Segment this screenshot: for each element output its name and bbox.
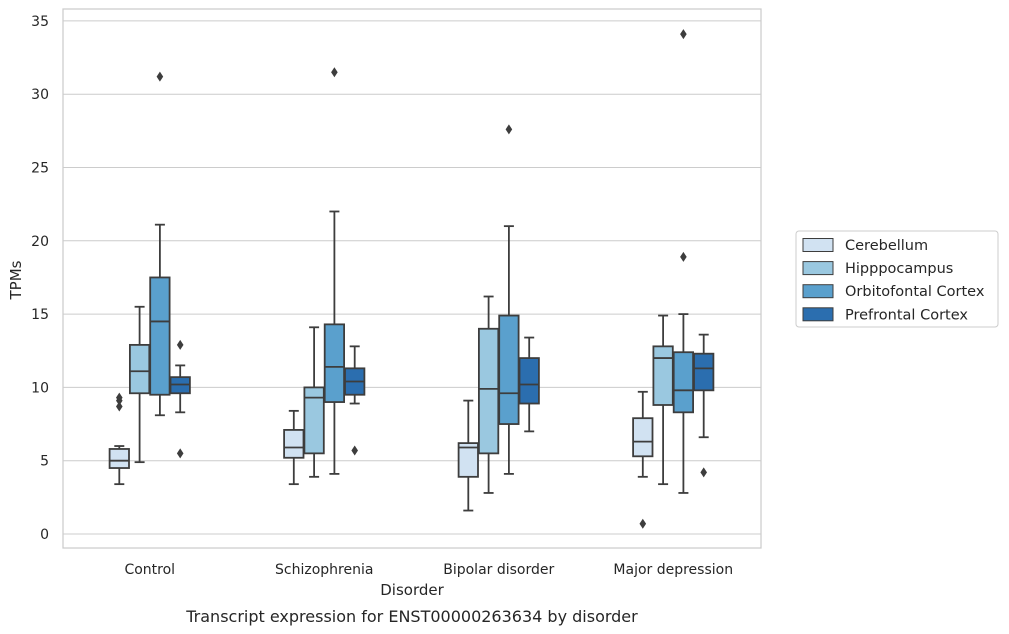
box-prefrontal-cortex bbox=[693, 333, 715, 478]
box-iqr bbox=[323, 323, 346, 403]
box-cerebellum bbox=[457, 399, 479, 512]
outlier-point bbox=[156, 71, 164, 82]
box-hipppocampus bbox=[303, 326, 325, 478]
y-tick-label: 35 bbox=[31, 14, 49, 30]
y-tick-label: 25 bbox=[31, 161, 49, 177]
box-orbitofontal-cortex bbox=[149, 71, 171, 417]
outlier-point bbox=[176, 339, 184, 350]
outlier-point bbox=[176, 448, 184, 459]
legend-swatch bbox=[802, 238, 834, 252]
outlier-point bbox=[639, 518, 647, 529]
box-iqr bbox=[283, 429, 305, 459]
box-iqr bbox=[108, 448, 130, 469]
box-iqr bbox=[518, 357, 540, 405]
outlier-point bbox=[116, 395, 123, 406]
y-axis-tick-labels: 0 5 10 15 20 25 30 35 bbox=[31, 14, 49, 543]
y-axis-label: TPMs bbox=[7, 260, 25, 300]
chart-caption: Transcript expression for ENST0000026363… bbox=[185, 607, 638, 626]
x-tick-label: Control bbox=[124, 562, 175, 578]
box-series bbox=[108, 29, 715, 529]
box-cerebellum bbox=[108, 392, 130, 486]
y-tick-label: 30 bbox=[31, 87, 49, 103]
box-hipppocampus bbox=[652, 314, 674, 486]
box-iqr bbox=[632, 417, 654, 458]
y-tick-label: 10 bbox=[31, 380, 49, 396]
y-tick-label: 0 bbox=[40, 527, 49, 543]
box-orbitofontal-cortex bbox=[323, 67, 346, 475]
outlier-point bbox=[116, 401, 123, 412]
box-iqr bbox=[477, 327, 500, 455]
legend-swatch bbox=[802, 284, 834, 299]
box-prefrontal-cortex bbox=[344, 345, 366, 456]
x-axis-tick-labels: Control Schizophrenia Bipolar disorder Majo… bbox=[124, 562, 733, 578]
legend-swatch bbox=[802, 261, 834, 276]
x-tick-label: Schizophrenia bbox=[275, 562, 373, 578]
y-tick-label: 20 bbox=[31, 234, 49, 250]
box-cerebellum bbox=[283, 409, 305, 486]
legend-label: Prefrontal Cortex bbox=[845, 307, 968, 323]
box-iqr bbox=[303, 386, 325, 455]
box-hipppocampus bbox=[477, 295, 500, 494]
legend-swatch bbox=[802, 307, 834, 322]
box-orbitofontal-cortex bbox=[498, 124, 520, 475]
legend-label: Hipppocampus bbox=[845, 261, 953, 277]
outlier-point bbox=[700, 467, 707, 478]
x-axis-label: Disorder bbox=[380, 581, 444, 599]
legend-label: Orbitofontal Cortex bbox=[845, 284, 985, 300]
box-hipppocampus bbox=[128, 305, 151, 464]
outlier-point bbox=[505, 124, 513, 135]
outlier-point bbox=[680, 251, 687, 262]
legend-frame bbox=[795, 230, 999, 328]
y-tick-label: 5 bbox=[40, 454, 49, 470]
x-tick-label: Bipolar disorder bbox=[443, 562, 554, 578]
box-iqr bbox=[457, 442, 479, 478]
y-tick-label: 15 bbox=[31, 307, 49, 323]
legend: Cerebellum Hipppocampus Orbitofontal Corte… bbox=[795, 230, 999, 328]
x-tick-label: Major depression bbox=[613, 562, 733, 578]
outlier-point bbox=[680, 29, 687, 40]
box-orbitofontal-cortex bbox=[672, 29, 695, 494]
box-iqr bbox=[498, 314, 520, 425]
outlier-point bbox=[351, 445, 358, 456]
box-iqr bbox=[693, 352, 715, 392]
box-prefrontal-cortex bbox=[518, 336, 540, 433]
plot-area-frame bbox=[62, 8, 762, 549]
box-cerebellum bbox=[632, 390, 654, 529]
box-iqr bbox=[149, 276, 171, 396]
box-prefrontal-cortex bbox=[169, 339, 191, 459]
box-iqr bbox=[672, 351, 695, 414]
box-iqr bbox=[652, 345, 674, 406]
box-iqr bbox=[128, 343, 151, 395]
outlier-point bbox=[331, 67, 338, 78]
legend-label: Cerebellum bbox=[845, 238, 928, 254]
